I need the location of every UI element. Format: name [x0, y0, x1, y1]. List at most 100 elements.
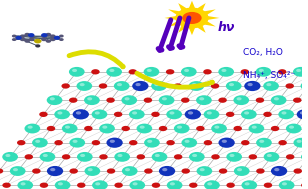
Circle shape [229, 154, 234, 157]
Circle shape [151, 81, 167, 91]
Circle shape [154, 83, 159, 86]
Circle shape [121, 95, 137, 105]
Circle shape [162, 168, 167, 171]
Circle shape [41, 33, 48, 37]
Circle shape [24, 39, 30, 43]
Circle shape [263, 81, 279, 91]
Circle shape [211, 124, 227, 133]
Circle shape [301, 183, 308, 188]
Circle shape [301, 81, 308, 91]
Circle shape [32, 138, 48, 148]
Circle shape [77, 152, 93, 162]
Circle shape [182, 12, 202, 24]
Circle shape [34, 39, 42, 43]
Circle shape [226, 81, 241, 91]
Circle shape [304, 154, 308, 157]
Circle shape [2, 183, 11, 188]
FancyArrowPatch shape [69, 52, 123, 67]
Circle shape [106, 67, 122, 77]
Circle shape [221, 69, 226, 72]
Circle shape [147, 140, 152, 143]
Circle shape [40, 183, 48, 188]
Circle shape [181, 67, 197, 77]
Circle shape [278, 69, 286, 74]
Circle shape [2, 152, 18, 162]
Circle shape [61, 83, 70, 89]
Circle shape [25, 124, 40, 133]
Circle shape [241, 180, 257, 189]
Circle shape [114, 183, 123, 188]
Circle shape [59, 38, 64, 41]
Circle shape [282, 111, 286, 115]
Circle shape [15, 36, 22, 40]
Circle shape [237, 168, 242, 171]
Circle shape [117, 83, 122, 86]
Circle shape [155, 154, 160, 157]
Circle shape [99, 154, 108, 160]
Circle shape [267, 154, 272, 157]
Circle shape [204, 140, 212, 145]
Circle shape [80, 83, 85, 86]
Circle shape [256, 67, 271, 77]
Circle shape [107, 138, 123, 148]
Polygon shape [197, 3, 206, 11]
Circle shape [286, 83, 294, 89]
Circle shape [47, 95, 63, 105]
Polygon shape [168, 9, 180, 15]
Circle shape [218, 138, 235, 148]
Circle shape [84, 126, 93, 131]
Circle shape [122, 166, 138, 176]
Circle shape [282, 182, 287, 185]
Circle shape [129, 109, 145, 119]
Circle shape [41, 34, 47, 38]
Circle shape [95, 182, 100, 185]
Circle shape [188, 111, 193, 115]
Circle shape [62, 154, 70, 160]
Circle shape [296, 69, 301, 72]
Circle shape [20, 34, 26, 38]
Circle shape [129, 180, 145, 189]
Circle shape [17, 140, 26, 145]
Circle shape [10, 166, 26, 176]
Circle shape [266, 83, 271, 86]
Circle shape [99, 83, 107, 89]
Circle shape [197, 166, 212, 176]
Circle shape [95, 111, 100, 115]
Circle shape [50, 168, 55, 171]
Circle shape [46, 39, 51, 43]
Polygon shape [197, 25, 206, 33]
Circle shape [92, 140, 100, 145]
Circle shape [169, 111, 174, 115]
Circle shape [124, 97, 130, 100]
Circle shape [29, 34, 34, 38]
Circle shape [76, 81, 92, 91]
Circle shape [289, 125, 294, 129]
Circle shape [278, 140, 287, 145]
Circle shape [184, 140, 190, 143]
Circle shape [32, 168, 41, 174]
Circle shape [144, 138, 160, 148]
Text: NH₄⁺, SO₄²⁻: NH₄⁺, SO₄²⁻ [243, 71, 296, 80]
Polygon shape [204, 21, 216, 26]
Circle shape [177, 125, 182, 129]
Circle shape [84, 166, 100, 176]
Circle shape [222, 140, 227, 143]
Circle shape [92, 180, 108, 189]
Circle shape [132, 111, 137, 115]
Polygon shape [189, 28, 195, 35]
Circle shape [301, 152, 308, 162]
Polygon shape [178, 3, 187, 11]
Circle shape [219, 168, 227, 174]
FancyArrowPatch shape [137, 73, 212, 87]
Circle shape [132, 81, 148, 91]
Circle shape [107, 168, 115, 174]
Circle shape [102, 125, 107, 129]
Circle shape [293, 67, 308, 77]
Circle shape [241, 69, 249, 74]
Circle shape [233, 95, 249, 105]
Circle shape [132, 182, 138, 185]
Circle shape [181, 138, 197, 148]
Circle shape [245, 182, 249, 185]
Circle shape [166, 69, 174, 74]
Circle shape [69, 138, 85, 148]
